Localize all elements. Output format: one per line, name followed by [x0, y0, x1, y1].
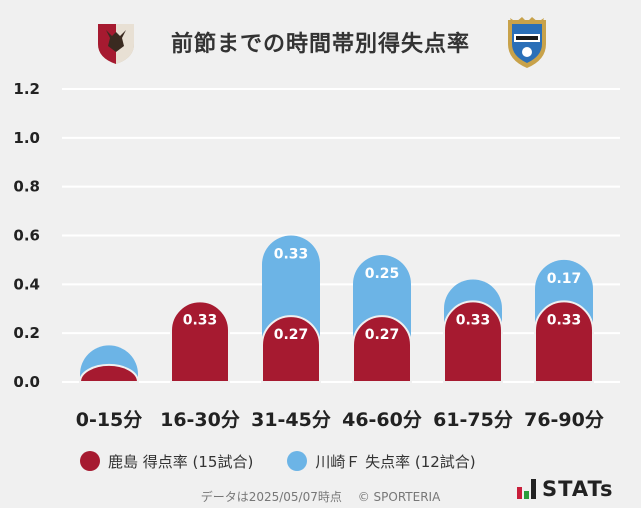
legend-label-kashima: 鹿島 得点率 (15試合) — [108, 452, 254, 471]
chart-title: 前節までの時間帯別得失点率 — [170, 32, 470, 57]
data-label-kashima: 0.27 — [365, 327, 400, 343]
data-date-text: データは2025/05/07時点 — [200, 490, 342, 504]
bar-kashima — [443, 300, 503, 383]
bar-kashima — [170, 300, 230, 383]
bar-chart: 0.0 0.2 0.4 0.6 0.8 1.0 1.2 0.33 0.25 0.17 0.33 0.2… — [13, 80, 620, 431]
x-tick-label: 16-30分 — [160, 409, 240, 431]
data-label-kashima: 0.27 — [274, 327, 309, 343]
y-tick-label: 1.0 — [13, 129, 40, 147]
stats-brand-name: STATs — [542, 477, 614, 501]
footer-note: データは2025/05/07時点 © SPORTERIA — [0, 488, 641, 505]
chart-header: 前節までの時間帯別得失点率 — [0, 0, 641, 80]
x-tick-label: 46-60分 — [342, 409, 422, 431]
x-tick-label: 0-15分 — [76, 409, 143, 431]
y-tick-label: 1.2 — [13, 80, 40, 98]
y-tick-label: 0.8 — [13, 178, 40, 196]
data-label-kawasaki: 0.25 — [365, 266, 400, 282]
y-tick-label: 0.4 — [13, 275, 40, 293]
y-tick-label: 0.0 — [13, 373, 40, 391]
data-label-kashima: 0.33 — [547, 312, 582, 328]
legend-swatch-kashima — [80, 451, 100, 471]
legend-label-kawasaki: 川崎Ｆ 失点率 (12試合) — [315, 452, 476, 471]
data-label-kashima: 0.33 — [183, 312, 218, 328]
x-tick-label: 61-75分 — [433, 409, 513, 431]
kawasaki-frontale-crest-icon — [508, 17, 546, 68]
stats-bars-icon — [517, 479, 536, 499]
x-tick-label: 31-45分 — [251, 409, 331, 431]
data-label-kawasaki: 0.17 — [547, 271, 582, 287]
y-tick-label: 0.6 — [13, 227, 40, 245]
stats-brand-logo: STATs — [516, 476, 613, 502]
kashima-antlers-crest-icon — [98, 24, 134, 64]
bar-kashima — [78, 363, 140, 383]
chart-legend: 鹿島 得点率 (15試合) 川崎Ｆ 失点率 (12試合) — [80, 448, 510, 474]
legend-item-kawasaki: 川崎Ｆ 失点率 (12試合) — [287, 451, 476, 472]
data-label-kashima: 0.33 — [456, 312, 491, 328]
bar-kashima — [261, 315, 321, 383]
legend-swatch-kawasaki — [287, 451, 308, 471]
bar-kashima — [534, 300, 594, 383]
x-tick-label: 76-90分 — [524, 409, 604, 431]
bar-kashima — [352, 315, 412, 383]
y-tick-label: 0.2 — [13, 324, 40, 342]
legend-item-kashima: 鹿島 得点率 (15試合) — [80, 451, 253, 472]
data-label-kawasaki: 0.33 — [274, 247, 309, 263]
copyright-text: © SPORTERIA — [357, 490, 441, 504]
